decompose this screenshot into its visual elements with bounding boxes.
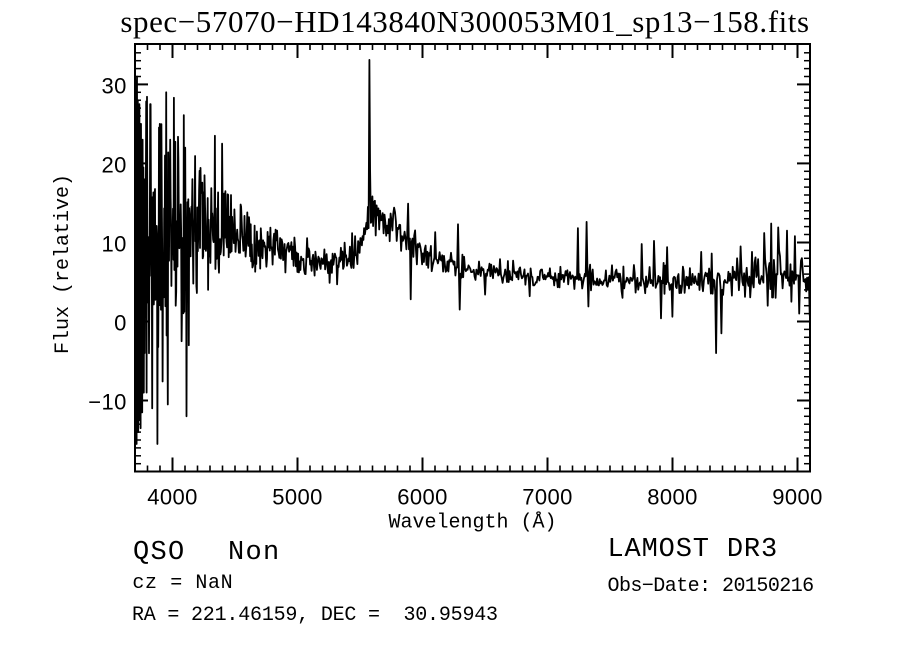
svg-text:Non: Non [228, 538, 281, 568]
svg-text:30: 30 [102, 74, 127, 99]
svg-text:−10: −10 [88, 390, 127, 415]
svg-text:Obs−Date: 20150216: Obs−Date: 20150216 [608, 575, 814, 598]
svg-text:0: 0 [114, 311, 127, 336]
svg-text:Flux (relative): Flux (relative) [52, 174, 75, 354]
svg-text:spec−57070−HD143840N300053M01_: spec−57070−HD143840N300053M01_sp13−158.f… [120, 4, 809, 39]
svg-text:9000: 9000 [772, 484, 823, 509]
svg-text:cz = NaN: cz = NaN [132, 572, 233, 595]
svg-text:RA = 221.46159, DEC = 30.9594: RA = 221.46159, DEC = 30.95943 [132, 604, 498, 627]
svg-text:8000: 8000 [647, 484, 698, 509]
svg-text:7000: 7000 [522, 484, 573, 509]
svg-text:4000: 4000 [147, 484, 198, 509]
svg-text:20: 20 [102, 153, 127, 178]
svg-text:LAMOST DR3: LAMOST DR3 [608, 535, 779, 565]
svg-text:10: 10 [102, 232, 127, 257]
svg-text:5000: 5000 [272, 484, 323, 509]
svg-text:QSO: QSO [133, 538, 186, 568]
svg-text:6000: 6000 [397, 484, 448, 509]
svg-text:Wavelength (Å): Wavelength (Å) [388, 512, 556, 535]
